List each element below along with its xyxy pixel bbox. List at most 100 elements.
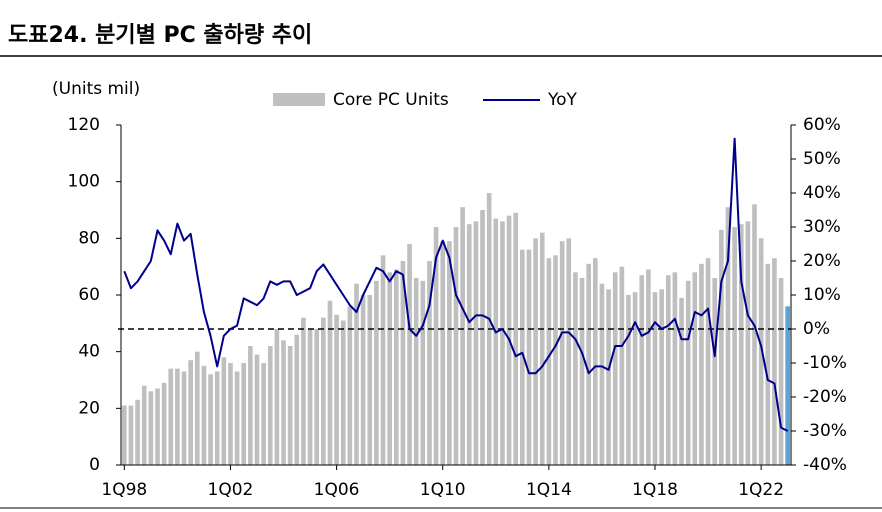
yoy-line <box>123 137 789 432</box>
y-tick-label: 100 <box>68 172 100 192</box>
bar <box>526 249 532 465</box>
bar <box>592 258 598 465</box>
bar <box>413 278 419 465</box>
bar <box>712 278 718 465</box>
y-axis-title: (Units mil) <box>52 79 140 99</box>
bar <box>221 357 227 465</box>
y2-tick-label: -40% <box>803 455 847 475</box>
bar <box>128 405 134 465</box>
bar <box>619 266 625 465</box>
legend-label: YoY <box>547 90 578 110</box>
bar <box>460 207 465 465</box>
bar <box>267 346 273 465</box>
x-tick-label: 1Q22 <box>738 480 784 500</box>
y2-tick-label: 0% <box>803 319 830 339</box>
bar <box>679 297 684 465</box>
bar <box>367 295 373 465</box>
bar <box>420 280 426 465</box>
bar <box>234 371 240 465</box>
bar <box>307 329 313 465</box>
bar <box>599 283 605 465</box>
bar <box>566 238 572 465</box>
bar <box>612 272 618 465</box>
bar <box>685 280 691 465</box>
bar <box>719 229 724 465</box>
bar <box>440 241 446 465</box>
y-tick-label: 20 <box>78 398 100 418</box>
bar <box>626 295 631 465</box>
bar <box>314 329 320 465</box>
y2-tick-label: -10% <box>803 353 847 373</box>
bar <box>632 292 638 465</box>
bar <box>208 374 213 465</box>
bar <box>652 292 658 465</box>
bar <box>281 340 286 465</box>
x-tick-label: 1Q06 <box>314 480 360 500</box>
bar <box>181 371 187 465</box>
bar <box>765 263 771 465</box>
bar <box>287 346 293 465</box>
bar <box>665 275 671 465</box>
bar <box>393 269 399 465</box>
bar <box>778 278 784 465</box>
bar <box>141 385 147 465</box>
bar <box>214 371 220 465</box>
bar <box>752 204 757 466</box>
bar <box>188 360 193 465</box>
bar <box>692 272 698 465</box>
y2-tick-label: -30% <box>803 421 847 441</box>
bar <box>738 224 744 465</box>
bar <box>573 272 578 465</box>
bar <box>175 368 180 465</box>
bar <box>533 238 538 465</box>
x-tick-label: 1Q14 <box>526 480 572 500</box>
bar <box>579 278 585 465</box>
bar <box>321 317 326 465</box>
bar <box>194 351 200 465</box>
x-tick-label: 1Q10 <box>420 480 466 500</box>
bar <box>705 258 711 465</box>
bar <box>340 320 346 465</box>
bar <box>241 363 247 465</box>
bar <box>274 329 280 465</box>
bar <box>732 227 737 465</box>
bar <box>553 255 558 465</box>
y2-tick-label: 60% <box>803 115 841 135</box>
bar <box>228 363 233 465</box>
bar <box>772 258 777 465</box>
bar <box>301 317 306 465</box>
bar <box>400 261 406 465</box>
bar <box>148 391 154 465</box>
bar <box>374 280 379 465</box>
bar <box>161 382 167 465</box>
y2-tick-label: 30% <box>803 217 841 237</box>
bar <box>135 399 140 465</box>
x-tick-label: 1Q18 <box>632 480 678 500</box>
y-tick-label: 60 <box>78 285 100 305</box>
bar <box>758 238 764 465</box>
bar <box>248 346 253 465</box>
y2-tick-label: 20% <box>803 251 841 271</box>
bar <box>387 272 392 465</box>
bar <box>500 221 505 465</box>
y-tick-label: 0 <box>89 455 100 475</box>
bar <box>745 221 751 465</box>
bar <box>520 249 525 465</box>
bar <box>347 306 353 465</box>
bar <box>559 241 565 465</box>
y-tick-label: 80 <box>78 228 100 248</box>
bar <box>121 405 127 465</box>
legend-swatch <box>273 93 325 106</box>
x-tick-label: 1Q98 <box>101 480 147 500</box>
y-tick-label: 40 <box>78 342 100 362</box>
bar <box>155 388 160 465</box>
y2-tick-label: 10% <box>803 285 841 305</box>
bar <box>168 368 174 465</box>
x-tick-label: 1Q02 <box>208 480 254 500</box>
bar <box>447 241 452 465</box>
bar <box>513 212 519 465</box>
bar <box>699 263 704 465</box>
y-tick-label: 120 <box>68 115 100 135</box>
bar <box>360 295 366 465</box>
y2-tick-label: -20% <box>803 387 847 407</box>
